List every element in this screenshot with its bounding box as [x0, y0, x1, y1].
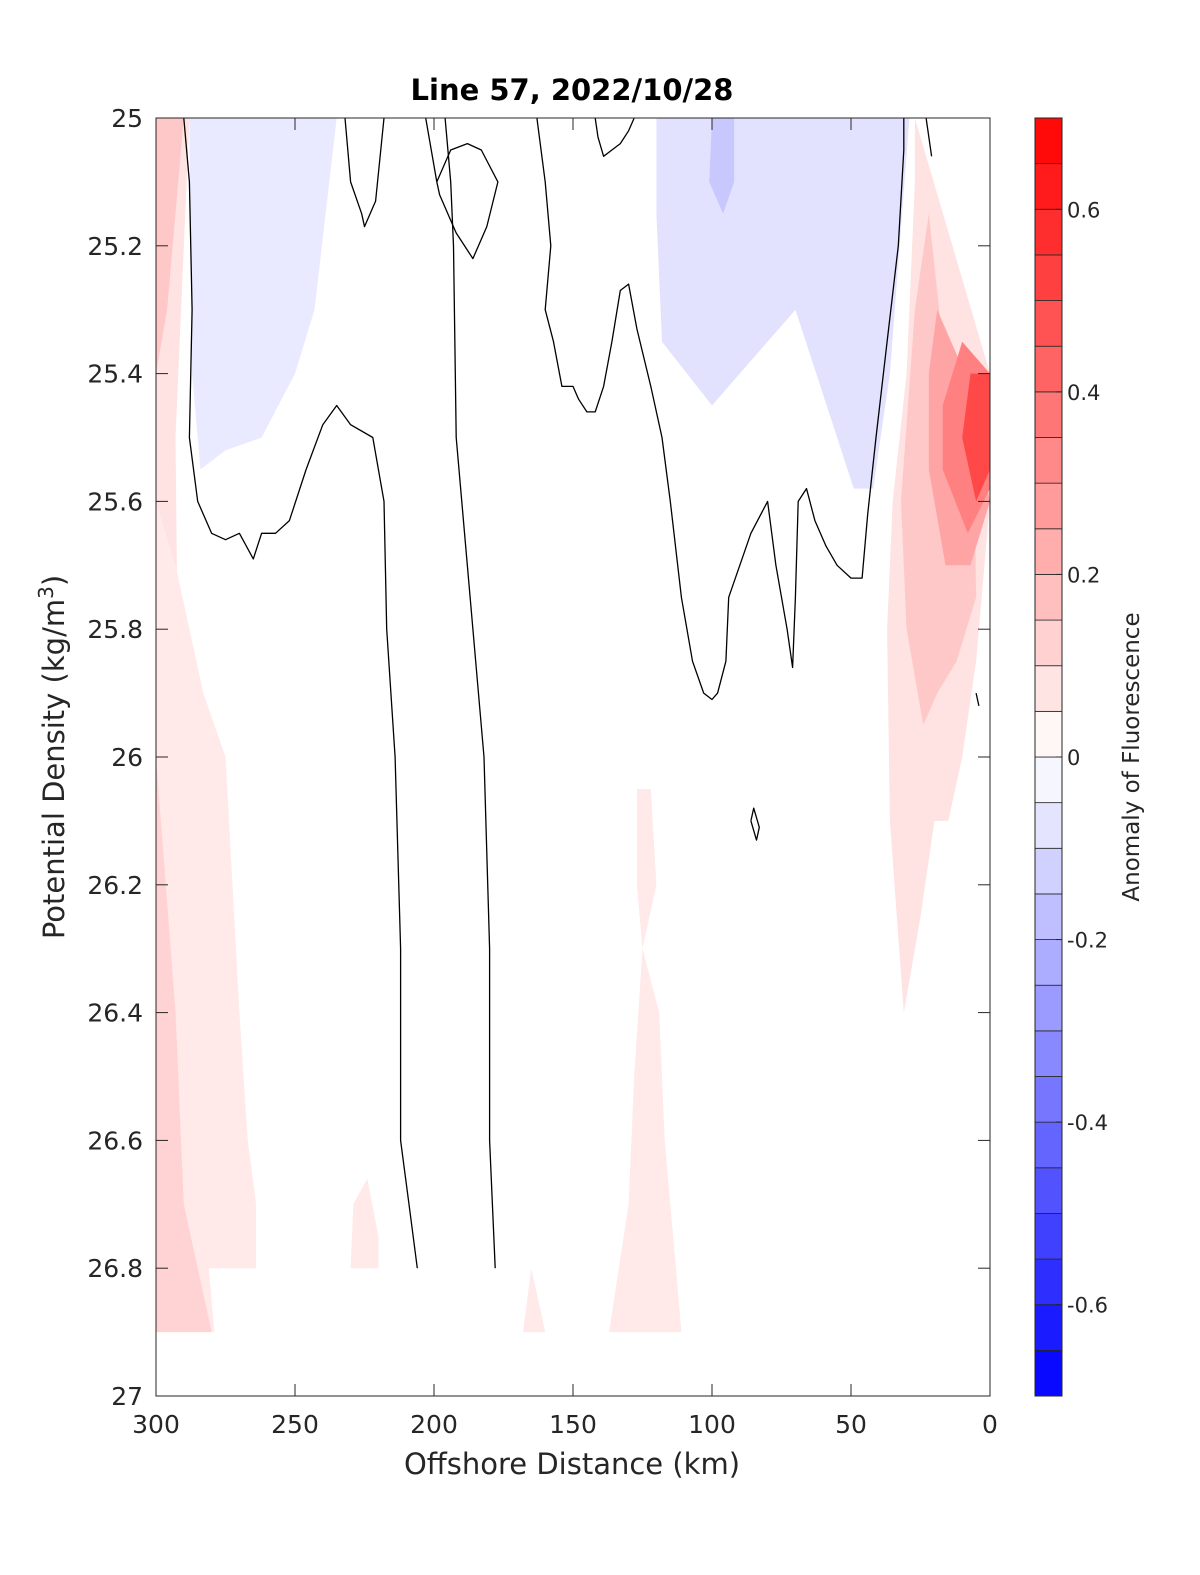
- colorbar-label: Anomaly of Fluorescence: [1119, 612, 1145, 901]
- contour-coast-wedge: [925, 117, 933, 157]
- colorbar-band: [1034, 984, 1063, 1032]
- colorbar-tick-label: 0.2: [1067, 563, 1100, 587]
- contour-225-wedge: [344, 117, 385, 228]
- fill-offshore-negative-outer: [189, 118, 337, 470]
- colorbar-band: [1034, 1076, 1063, 1123]
- colorbar-band: [1034, 482, 1063, 530]
- colorbar-band: [1034, 1030, 1063, 1077]
- colorbar-band: [1034, 847, 1063, 895]
- x-tick-label: 250: [271, 1410, 319, 1439]
- contour-140-wedge: [594, 117, 635, 157]
- contour-diamond: [750, 807, 760, 841]
- y-tick-label: 26.6: [87, 1126, 143, 1155]
- fill-nearshore-surface-negative-outer: [656, 118, 910, 489]
- x-tick-label: 150: [549, 1410, 597, 1439]
- x-tick-label: 0: [982, 1410, 998, 1439]
- colorbar-band: [1034, 574, 1063, 621]
- colorbar-band: [1034, 1258, 1063, 1306]
- colorbar-band: [1034, 117, 1063, 165]
- x-tick-label: 300: [132, 1410, 180, 1439]
- colorbar-band: [1034, 300, 1063, 347]
- colorbar-band: [1034, 437, 1063, 484]
- contour-offshore-loop: [183, 117, 418, 1269]
- filled-contours: [156, 118, 990, 1333]
- contour-coast-tick: [975, 692, 980, 707]
- colorbar-band: [1034, 665, 1063, 712]
- y-tick-label: 27: [111, 1382, 143, 1411]
- x-tick-label: 50: [835, 1410, 867, 1439]
- zero-contour-lines: [183, 117, 980, 1269]
- colorbar-band: [1034, 208, 1063, 256]
- colorbar-band: [1034, 893, 1063, 940]
- y-axis-ticks: 25 25.2 25.4 25.6 25.8 26 26.2 26.4 26.6 26.8 27: [87, 104, 990, 1411]
- colorbar: 0.6 0.4 0.2 0 -0.2 -0.4 -0.6 Anomaly of Fluore…: [1034, 117, 1145, 1397]
- colorbar-band: [1034, 345, 1063, 393]
- colorbar-band: [1034, 756, 1063, 804]
- fill-offshore-deep-positive-outer: [156, 501, 257, 1333]
- colorbar-ticks: 0.6 0.4 0.2 0 -0.2 -0.4 -0.6: [1056, 198, 1108, 1318]
- colorbar-band: [1034, 802, 1063, 849]
- colorbar-band: [1034, 619, 1063, 667]
- fill-coastal-positive-core: [962, 373, 990, 502]
- fill-mid-patch-125-upper: [636, 789, 657, 949]
- y-tick-label: 26.2: [87, 871, 143, 900]
- fill-deep-patch-165: [523, 1268, 546, 1333]
- colorbar-tick-label: 0.4: [1067, 381, 1100, 405]
- y-axis-label-suffix: ): [37, 575, 71, 586]
- y-tick-label: 26.4: [87, 999, 143, 1028]
- y-tick-label: 25: [111, 104, 143, 133]
- y-tick-label: 26.8: [87, 1254, 143, 1283]
- chart-title: Line 57, 2022/10/28: [411, 73, 734, 107]
- colorbar-tick-label: -0.2: [1067, 929, 1108, 953]
- x-axis-label: Offshore Distance (km): [404, 1447, 740, 1481]
- colorbar-band: [1034, 1167, 1063, 1214]
- colorbar-band: [1034, 939, 1063, 986]
- y-tick-label: 26: [111, 743, 143, 772]
- y-axis-label-main: Potential Density (kg/m: [37, 599, 71, 939]
- x-tick-label: 100: [688, 1410, 736, 1439]
- fill-offshore-deep-positive-weak: [156, 757, 212, 1333]
- y-tick-label: 25.4: [87, 360, 143, 389]
- colorbar-band: [1034, 1121, 1063, 1169]
- colorbar-band: [1034, 163, 1063, 210]
- contour-center: [444, 117, 496, 1269]
- colorbar-band: [1034, 1349, 1063, 1397]
- colorbar-band: [1034, 528, 1063, 575]
- colorbar-band: [1034, 1213, 1063, 1260]
- y-tick-label: 25.8: [87, 615, 143, 644]
- y-tick-label: 25.2: [87, 232, 143, 261]
- contour-190-loop: [425, 117, 499, 260]
- colorbar-bands: [1034, 117, 1063, 1397]
- x-axis-ticks: 300 250 200 150 100 50 0: [132, 118, 998, 1439]
- colorbar-band: [1034, 254, 1063, 301]
- x-tick-label: 200: [410, 1410, 458, 1439]
- plot-area: 300 250 200 150 100 50 0 2525.225.425.625.8262…: [87, 104, 998, 1439]
- colorbar-tick-label: 0: [1067, 746, 1080, 770]
- colorbar-tick-label: -0.4: [1067, 1111, 1108, 1135]
- y-tick-label: 25.6: [87, 487, 143, 516]
- colorbar-tick-label: -0.6: [1067, 1294, 1108, 1318]
- colorbar-band: [1034, 391, 1063, 438]
- contour-150-wedge: [536, 117, 905, 701]
- fill-midshelf-negative-core: [709, 118, 735, 214]
- colorbar-tick-label: 0.6: [1067, 198, 1100, 222]
- colorbar-band: [1034, 1304, 1063, 1351]
- fill-deep-patch-225: [350, 1178, 379, 1269]
- colorbar-band: [1034, 710, 1063, 758]
- y-axis-label-superscript: 3: [34, 586, 58, 599]
- fill-mid-patch-125-lower: [609, 948, 682, 1333]
- fill-offshore-surface-positive-weak: [156, 118, 184, 374]
- y-axis-label: Potential Density (kg/m3): [34, 575, 71, 939]
